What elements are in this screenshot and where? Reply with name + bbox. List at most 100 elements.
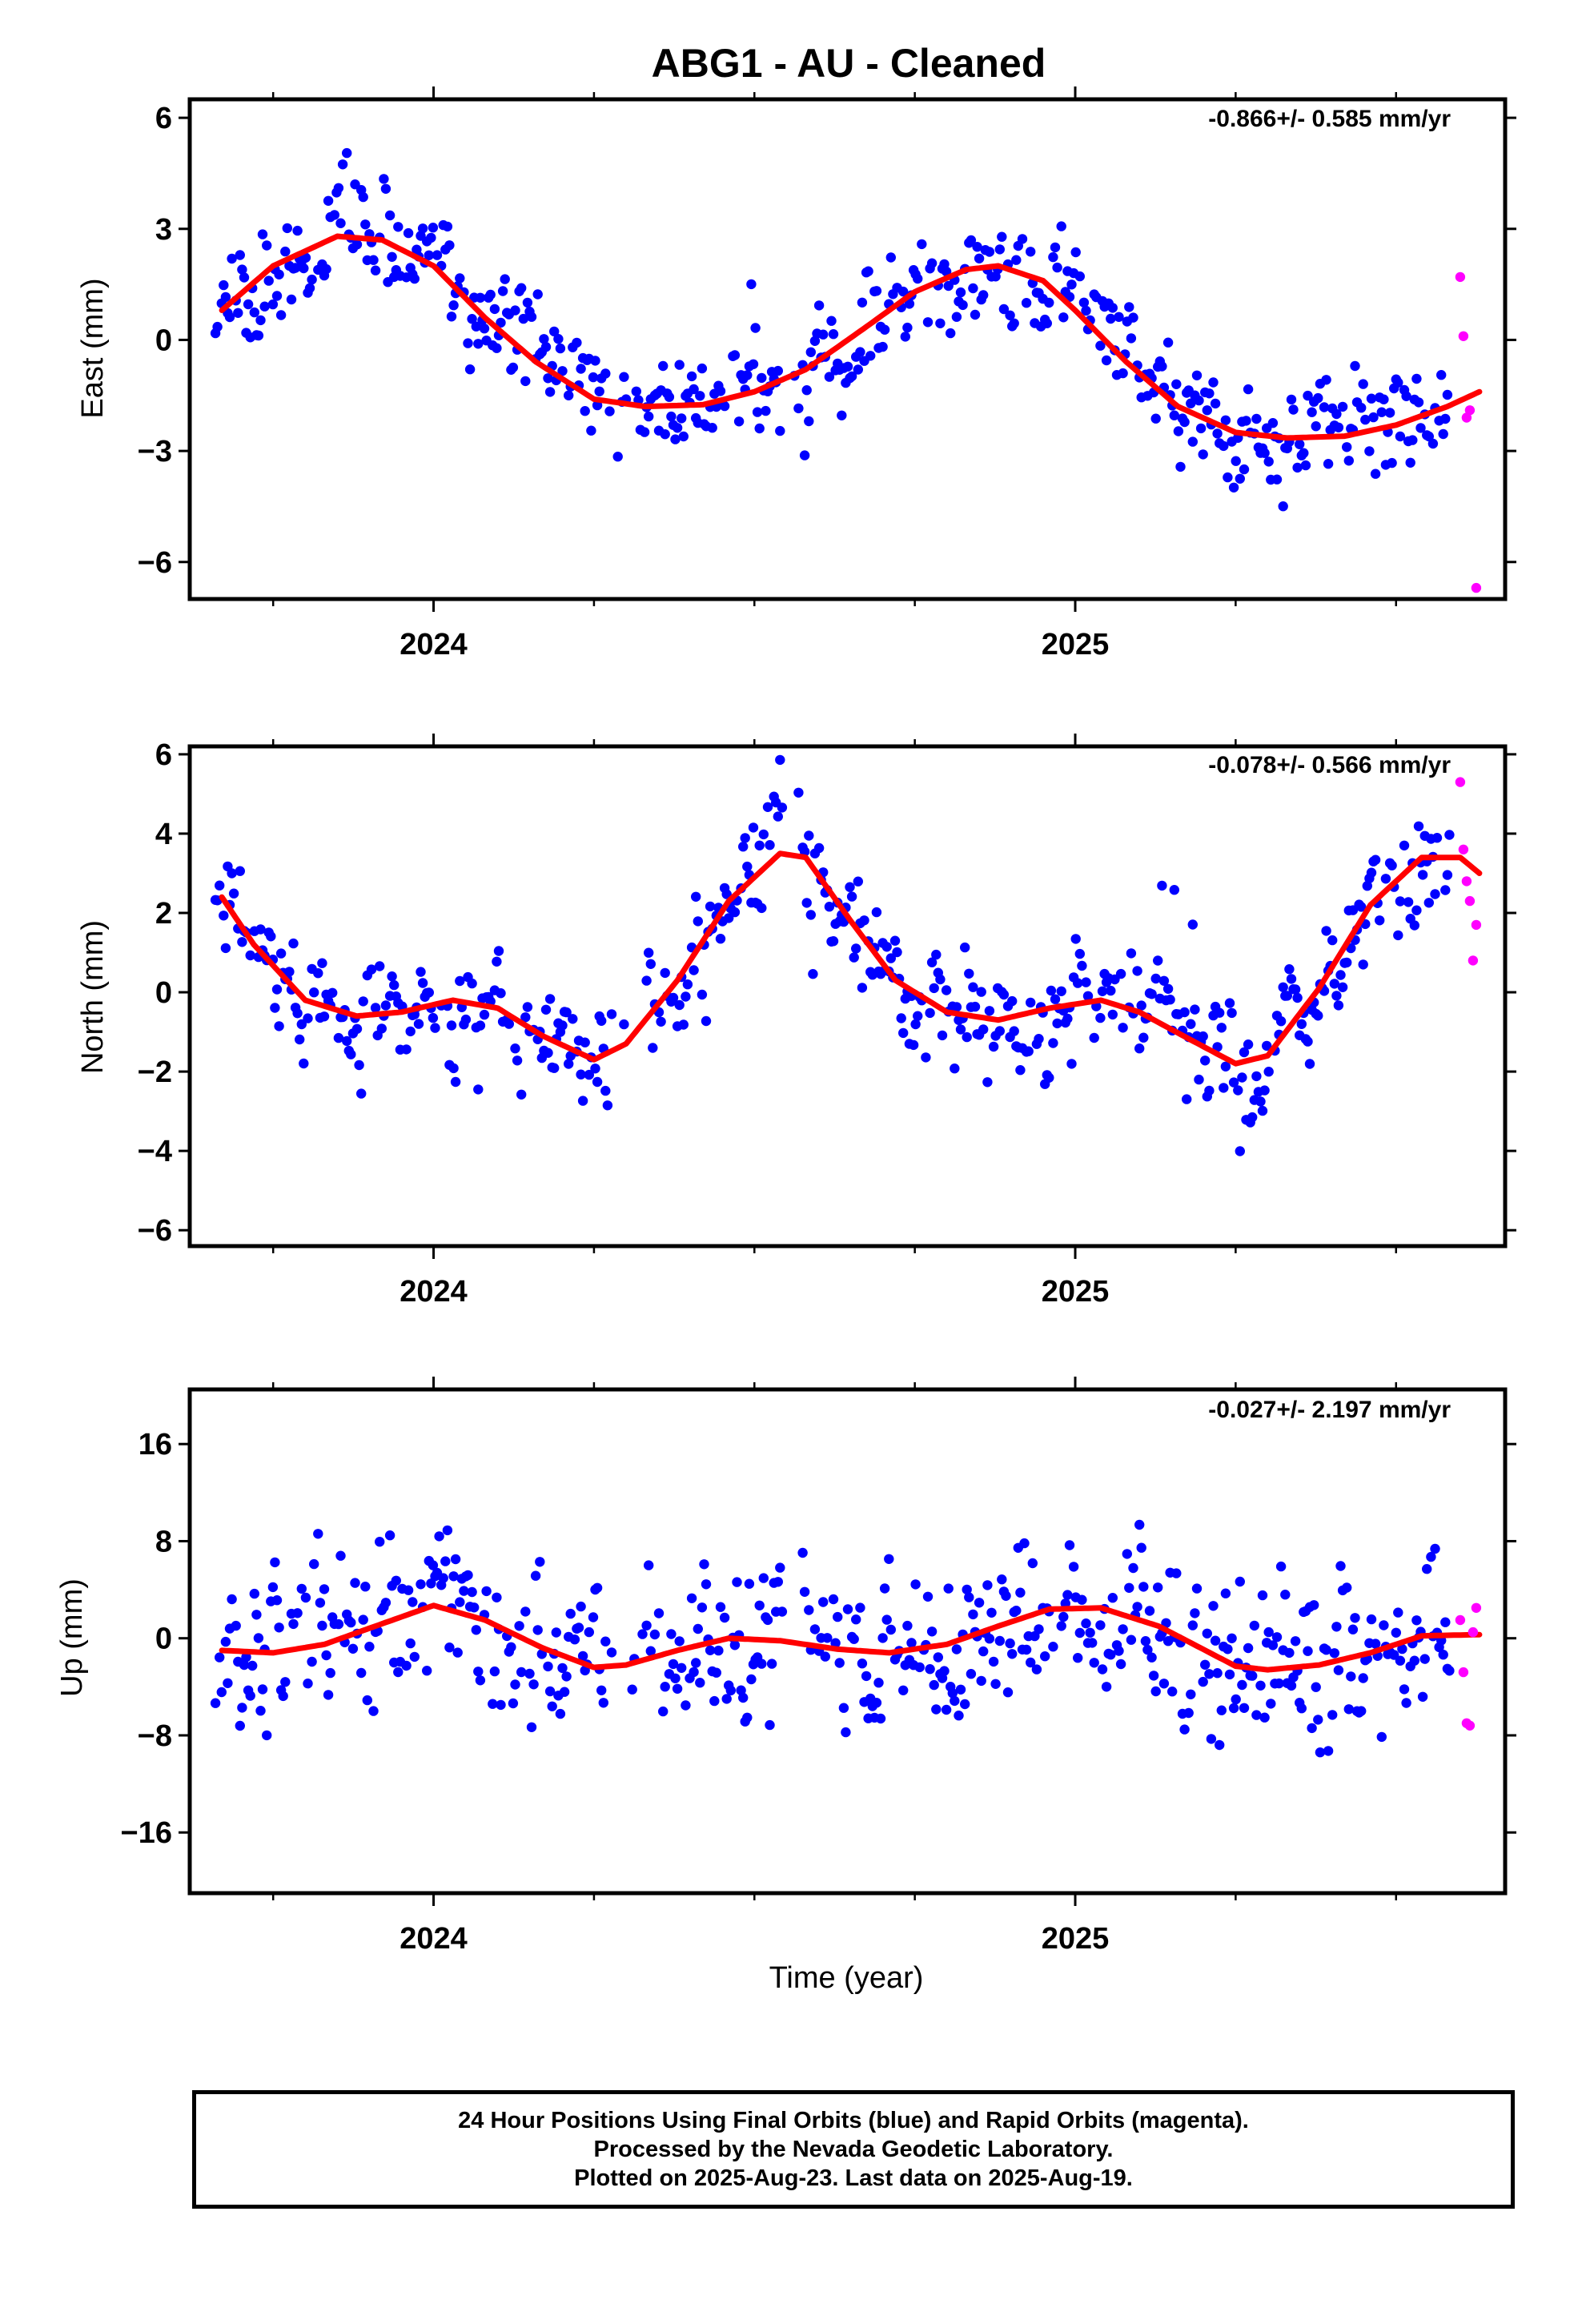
point-final-east bbox=[658, 360, 669, 372]
point-final-up bbox=[309, 1558, 319, 1570]
point-final-east bbox=[1368, 412, 1379, 423]
point-final-up bbox=[409, 1651, 420, 1663]
point-final-up bbox=[833, 1611, 843, 1622]
point-final-up bbox=[1263, 1626, 1274, 1638]
point-final-up bbox=[559, 1687, 570, 1697]
point-final-up bbox=[929, 1679, 939, 1691]
point-final-east bbox=[492, 343, 502, 353]
point-final-east bbox=[1056, 221, 1066, 231]
point-final-east bbox=[539, 334, 549, 344]
point-final-east bbox=[1292, 462, 1303, 473]
point-final-east bbox=[1319, 402, 1330, 412]
point-final-north bbox=[1335, 970, 1346, 980]
point-final-north bbox=[255, 924, 266, 935]
point-final-east bbox=[497, 286, 508, 296]
point-final-up bbox=[884, 1554, 894, 1565]
point-final-up bbox=[925, 1664, 935, 1675]
point-final-up bbox=[1422, 1564, 1432, 1574]
point-final-east bbox=[1333, 422, 1344, 432]
point-final-north bbox=[1259, 1085, 1270, 1096]
point-final-east bbox=[337, 159, 348, 170]
point-final-east bbox=[1210, 398, 1221, 409]
point-final-north bbox=[1257, 1105, 1268, 1116]
point-final-east bbox=[863, 266, 873, 276]
point-final-up bbox=[1275, 1561, 1287, 1572]
point-final-up bbox=[547, 1701, 557, 1711]
point-final-up bbox=[1347, 1624, 1359, 1634]
point-final-north bbox=[724, 913, 734, 923]
point-final-east bbox=[1107, 303, 1118, 313]
point-final-up bbox=[1064, 1540, 1075, 1550]
point-final-up bbox=[358, 1614, 368, 1625]
point-final-up bbox=[532, 1625, 543, 1635]
point-final-east bbox=[1021, 298, 1032, 308]
point-final-up bbox=[1379, 1620, 1389, 1630]
point-final-east bbox=[865, 351, 876, 361]
point-final-north bbox=[510, 1043, 520, 1054]
point-final-up bbox=[333, 1618, 344, 1630]
point-final-east bbox=[1323, 459, 1334, 469]
point-final-east bbox=[442, 221, 453, 232]
point-final-up bbox=[861, 1671, 872, 1682]
point-final-up bbox=[469, 1602, 480, 1613]
point-final-north bbox=[1337, 982, 1348, 993]
point-final-east bbox=[299, 263, 309, 274]
point-final-east bbox=[255, 315, 266, 326]
point-final-up bbox=[653, 1608, 665, 1618]
point-final-east bbox=[715, 386, 726, 396]
point-final-up bbox=[1259, 1712, 1270, 1723]
point-final-east bbox=[943, 280, 954, 292]
point-final-east bbox=[1379, 394, 1389, 404]
point-final-north bbox=[1097, 986, 1108, 997]
point-final-north bbox=[805, 910, 816, 920]
point-final-north bbox=[777, 802, 788, 813]
point-final-up bbox=[709, 1695, 720, 1707]
point-final-east bbox=[249, 307, 259, 318]
point-final-east bbox=[1395, 431, 1406, 442]
point-final-up bbox=[452, 1647, 463, 1658]
point-final-up bbox=[744, 1578, 755, 1589]
point-final-up bbox=[954, 1711, 964, 1721]
point-final-east bbox=[1204, 388, 1215, 399]
point-final-up bbox=[906, 1638, 917, 1648]
point-final-east bbox=[253, 330, 264, 341]
scatter-final-east bbox=[210, 147, 1453, 512]
point-final-up bbox=[1356, 1706, 1367, 1716]
point-final-east bbox=[922, 317, 934, 328]
point-final-east bbox=[409, 273, 420, 284]
point-final-north bbox=[773, 811, 783, 822]
point-final-up bbox=[393, 1667, 404, 1678]
point-final-up bbox=[253, 1633, 264, 1643]
point-final-up bbox=[1005, 1638, 1015, 1649]
point-final-north bbox=[292, 1008, 303, 1019]
point-final-north bbox=[1387, 860, 1397, 870]
point-final-east bbox=[773, 365, 783, 376]
point-final-east bbox=[1331, 408, 1342, 420]
point-final-up bbox=[442, 1525, 453, 1536]
point-final-north bbox=[215, 880, 225, 891]
point-final-up bbox=[637, 1629, 648, 1639]
point-final-up bbox=[877, 1633, 888, 1643]
point-final-north bbox=[1275, 1016, 1287, 1027]
point-final-east bbox=[1321, 375, 1331, 385]
point-final-up bbox=[799, 1586, 810, 1598]
point-final-east bbox=[307, 274, 317, 285]
point-final-east bbox=[485, 289, 496, 300]
point-final-east bbox=[793, 403, 804, 414]
point-final-east bbox=[1267, 418, 1279, 428]
point-final-east bbox=[1223, 472, 1233, 483]
point-final-east bbox=[695, 391, 705, 401]
point-final-north bbox=[951, 1002, 962, 1012]
point-final-up bbox=[1087, 1638, 1098, 1648]
point-final-north bbox=[885, 953, 897, 963]
point-final-up bbox=[271, 1595, 283, 1606]
point-final-north bbox=[853, 876, 864, 887]
point-final-north bbox=[271, 984, 283, 995]
point-final-north bbox=[1194, 1074, 1204, 1085]
point-final-up bbox=[227, 1594, 237, 1605]
point-final-up bbox=[216, 1687, 227, 1698]
point-final-north bbox=[417, 978, 428, 988]
point-final-east bbox=[564, 390, 574, 400]
point-final-up bbox=[280, 1677, 291, 1687]
y-axis-label-up: Up (mm) bbox=[55, 1578, 89, 1697]
